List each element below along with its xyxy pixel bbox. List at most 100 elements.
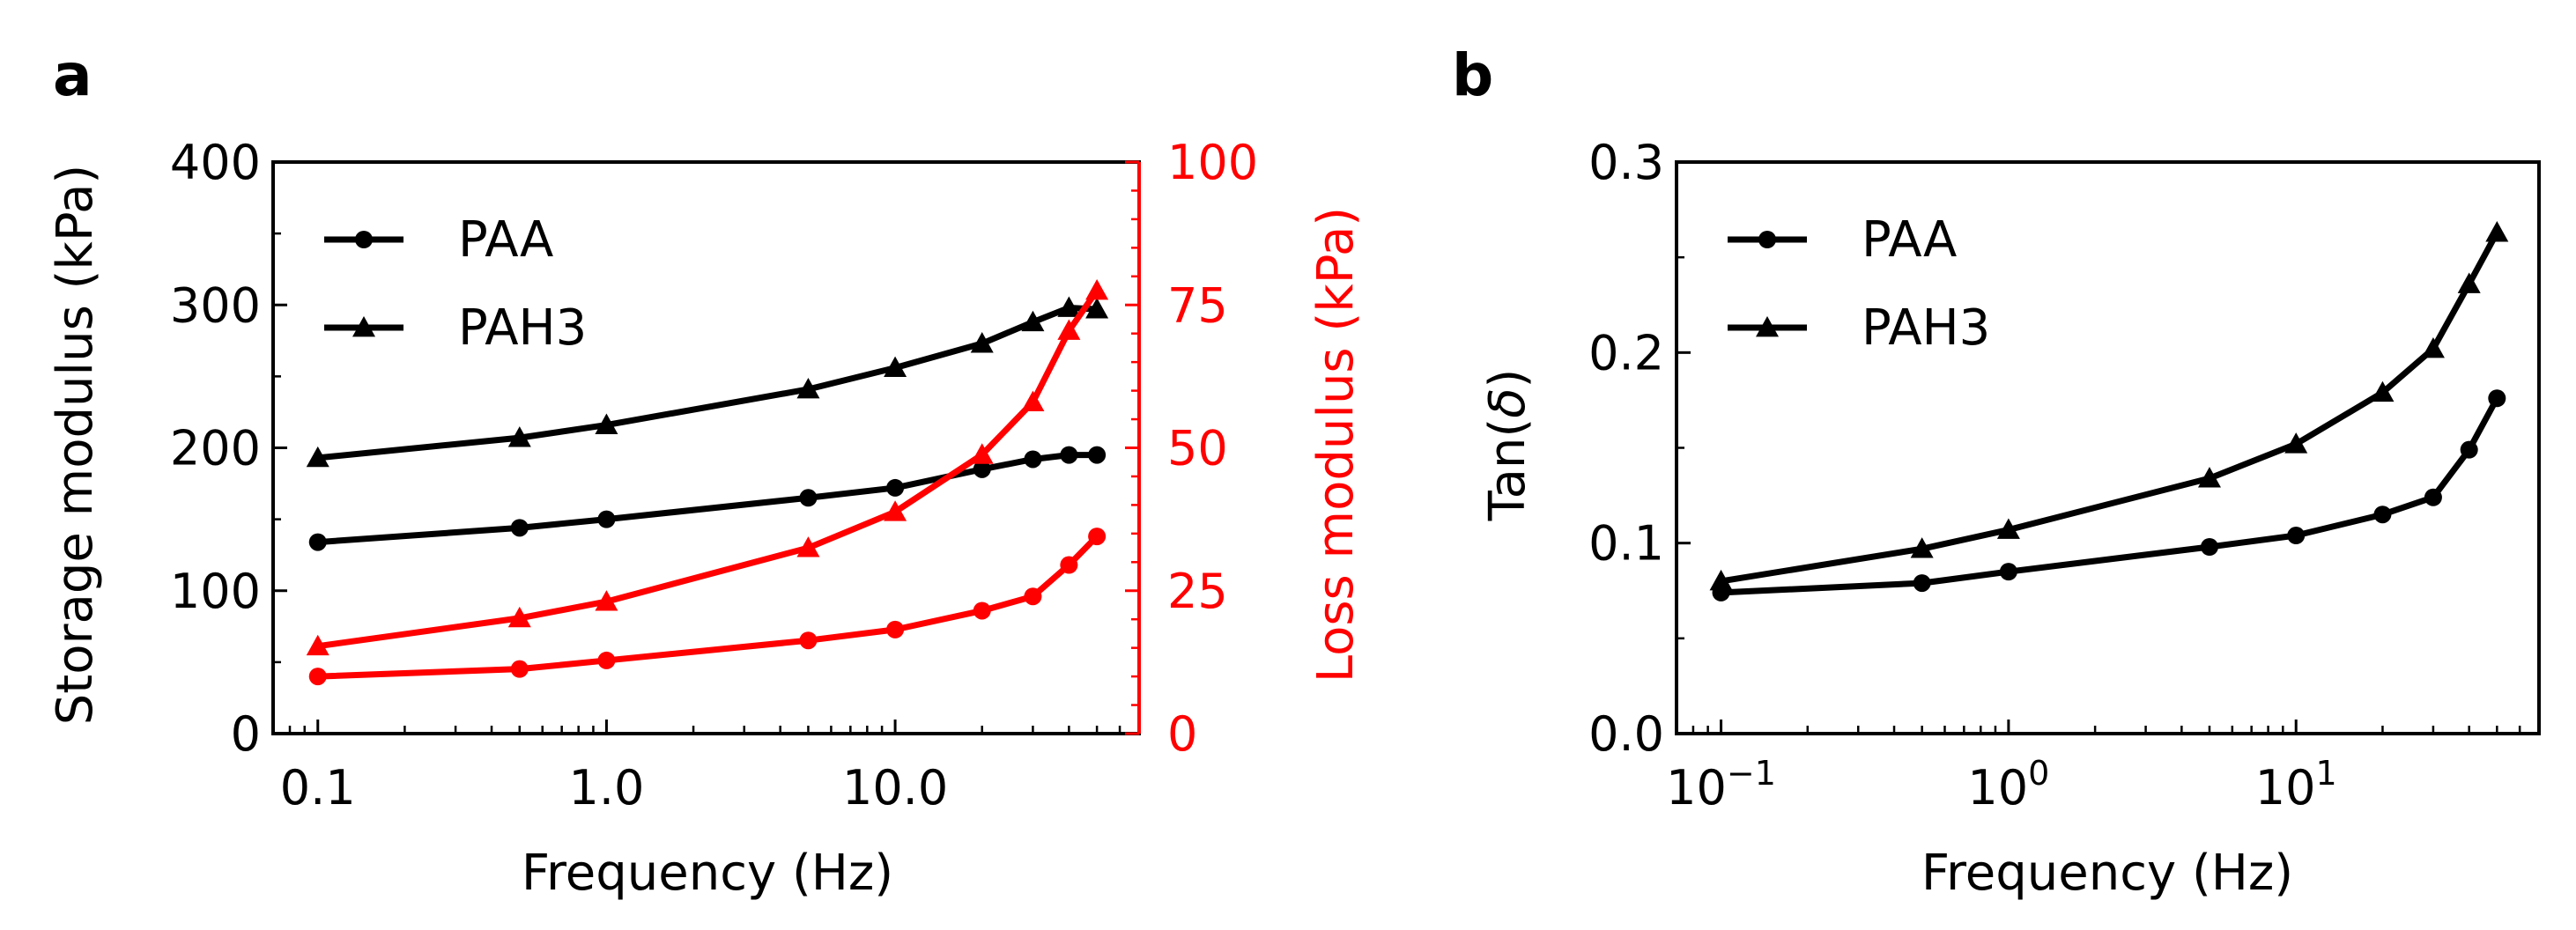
data-point (597, 651, 616, 669)
y-tick-label: 0.1 (1588, 516, 1664, 572)
data-point (796, 377, 820, 399)
series-pah3-right (306, 279, 1109, 656)
panel-a-y2-axis-label: Loss modulus (kPa) (1307, 207, 1365, 683)
data-point (308, 533, 327, 551)
data-point (507, 606, 531, 628)
data-point (1060, 556, 1078, 574)
data-point (507, 426, 531, 447)
panel-a-y-axis-label: Storage modulus (kPa) (47, 165, 104, 725)
data-point (1024, 450, 1042, 469)
y-tick-label: 0.3 (1588, 135, 1664, 190)
series-pah3-left (306, 296, 1109, 468)
y-tick-label: 0.0 (1588, 706, 1664, 762)
y2-tick-label: 25 (1167, 564, 1228, 619)
data-point (886, 478, 905, 497)
legend-marker (352, 316, 375, 337)
data-point (306, 634, 329, 656)
pb-axes-frame (1675, 160, 2541, 735)
panel-a: a 0.1 1.0 10.001002003004000255075100PAAPA… (47, 41, 1365, 902)
data-point (886, 620, 905, 638)
data-point (799, 489, 818, 507)
x-tick-label: 1.0 (568, 760, 644, 816)
data-point (2371, 380, 2395, 402)
x-tick-label: 101 (2255, 754, 2337, 816)
data-point (1088, 528, 1107, 546)
data-point (1057, 319, 1081, 340)
series-line (1720, 231, 2500, 585)
data-point (1085, 279, 1109, 300)
y-tick-label: 200 (170, 421, 261, 476)
panel-b: b 10−1 100 101 0.0 0.1 0.2 0.3 PAA PAH3 Frequenc… (1452, 41, 2541, 902)
data-point (2197, 467, 2221, 488)
legend-label: PAA (458, 211, 553, 269)
y-tick-label: 100 (170, 564, 261, 619)
panel-b-label: b (1452, 41, 1493, 109)
legend-label: PAH3 (458, 299, 587, 357)
y2-tick-label: 100 (1167, 135, 1258, 190)
data-point (799, 631, 818, 650)
series-paa-left (308, 446, 1107, 551)
data-point (973, 602, 991, 620)
panel-b-y-axis-label: Tan(δ) (1479, 369, 1536, 522)
panel-a-label: a (53, 41, 93, 109)
data-point (1996, 518, 2020, 539)
y2-tick-label: 0 (1167, 706, 1197, 762)
pa-legend: PAA PAH3 (324, 211, 587, 357)
x-tick-label: 100 (1967, 754, 2049, 816)
data-point (2287, 527, 2306, 545)
panel-a-x-axis-label: Frequency (Hz) (522, 845, 893, 902)
legend-label: PAH3 (1862, 299, 1990, 357)
data-point (306, 446, 329, 468)
y-tick-label: 0.2 (1588, 325, 1664, 380)
legend-marker (355, 231, 373, 248)
x-tick-label: 10−1 (1666, 754, 1776, 816)
panel-a-plot: 0.1 1.0 10.0 0 100 200 300 400 0 25 50 75 100 PAA PAH3 (170, 135, 1258, 816)
y2-tick-label: 50 (1167, 421, 1228, 476)
data-point (1021, 390, 1045, 411)
data-point (597, 510, 616, 528)
data-point (2485, 221, 2509, 242)
data-point (1999, 563, 2017, 581)
data-point (1057, 296, 1081, 317)
data-point (796, 536, 820, 557)
series-paa (1712, 389, 2506, 602)
panel-b-plot: 10−1 100 101 0.0 0.1 0.2 0.3 PAA PAH3 (1588, 135, 2541, 816)
data-point (970, 332, 994, 353)
pb-legend: PAA PAH3 (1728, 211, 1990, 357)
y-tick-label: 400 (170, 135, 261, 190)
data-point (308, 668, 327, 686)
data-point (2373, 506, 2392, 524)
data-point (970, 443, 994, 464)
data-point (2460, 440, 2478, 459)
data-point (2424, 488, 2442, 506)
data-point (510, 519, 529, 537)
data-point (973, 460, 991, 478)
data-point (1910, 537, 1934, 558)
series-paa-right (308, 528, 1107, 686)
x-tick-label: 0.1 (280, 760, 356, 816)
data-point (510, 660, 529, 678)
data-point (2488, 389, 2506, 408)
data-point (1709, 569, 1733, 591)
data-point (595, 413, 618, 434)
data-point (1021, 310, 1045, 332)
panel-b-x-axis-label: Frequency (Hz) (1921, 845, 2293, 902)
data-point (2200, 537, 2218, 556)
series-pah3 (1709, 221, 2509, 591)
data-point (2284, 432, 2308, 454)
data-point (1088, 446, 1107, 464)
data-point (595, 590, 618, 611)
data-point (2457, 272, 2481, 293)
data-point (1085, 298, 1109, 319)
x-tick-label: 10.0 (842, 760, 948, 816)
data-point (884, 500, 907, 521)
data-point (884, 356, 907, 378)
data-point (1060, 446, 1078, 464)
legend-marker (1756, 316, 1779, 337)
data-point (2421, 337, 2445, 358)
y-tick-label: 300 (170, 277, 261, 333)
series-line (317, 304, 1098, 461)
data-point (1024, 587, 1042, 606)
data-point (1913, 574, 1931, 593)
y2-tick-label: 75 (1167, 277, 1228, 333)
